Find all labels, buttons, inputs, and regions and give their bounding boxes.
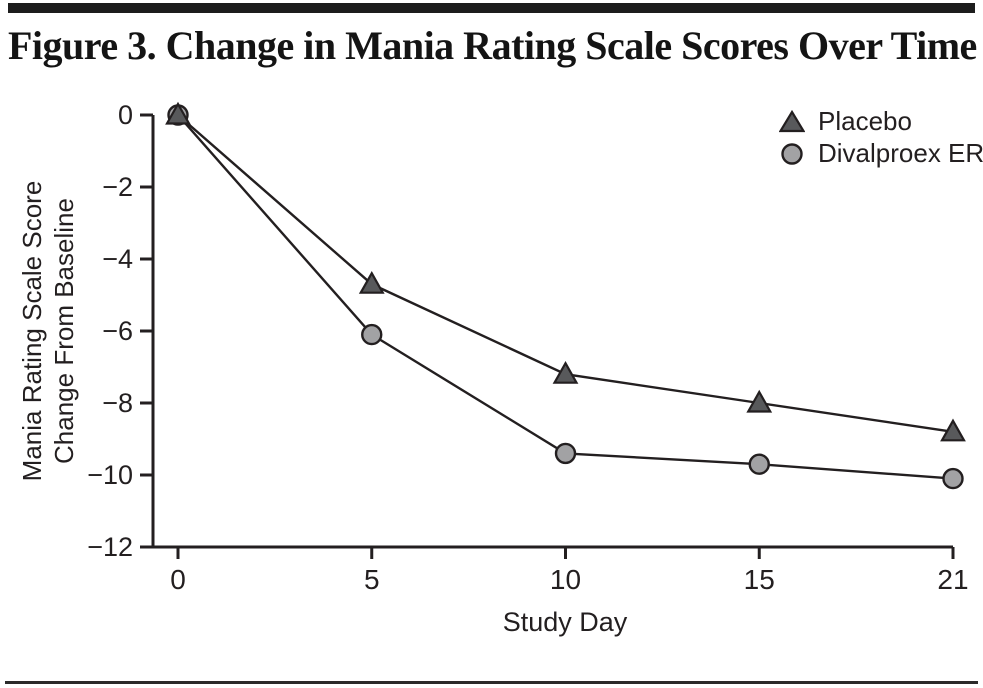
x-axis-label: Study Day: [502, 607, 628, 637]
legend-label-divalproex: Divalproex ER: [818, 138, 983, 168]
y-axis-label-line2: Change From Baseline: [49, 198, 79, 464]
placebo-triangle-icon: [779, 109, 805, 132]
data-point-triangle: [940, 418, 966, 442]
y-axis-tick-label: −12: [87, 532, 133, 562]
y-axis-tick-label: −4: [102, 244, 133, 274]
series-line-1: [177, 114, 954, 480]
x-axis-tick-label: 15: [744, 564, 775, 595]
figure-title: Figure 3. Change in Mania Rating Scale S…: [8, 23, 977, 68]
y-axis-tick-label: −10: [87, 460, 133, 490]
y-axis-label-line1: Mania Rating Scale Score: [17, 180, 47, 482]
data-point-circle: [748, 453, 770, 475]
x-axis-tick-label: 21: [937, 564, 968, 595]
y-axis-tick-label: −2: [102, 172, 133, 202]
x-axis-tick-label: 10: [550, 564, 581, 595]
divalproex-circle-icon: [781, 142, 803, 165]
x-axis-tick-label: 0: [170, 564, 186, 595]
x-axis-tick-label: 5: [364, 564, 380, 595]
legend: Placebo Divalproex ER: [779, 106, 983, 168]
y-axis-tick-label: −6: [102, 316, 133, 346]
data-point-triangle: [165, 101, 191, 125]
data-point-triangle: [358, 270, 385, 294]
legend-item-placebo: Placebo: [779, 106, 983, 136]
y-axis-label: Mania Rating Scale Score Change From Bas…: [16, 101, 80, 561]
y-axis-tick-label: −8: [102, 388, 133, 418]
data-point-circle: [554, 442, 577, 465]
axes: [151, 115, 953, 549]
top-rule: [8, 3, 975, 13]
y-axis-tick-label: 0: [118, 100, 133, 130]
data-point-triangle: [746, 389, 773, 413]
legend-label-placebo: Placebo: [818, 106, 912, 136]
data-point-circle: [942, 467, 964, 490]
legend-item-divalproex: Divalproex ER: [779, 138, 983, 168]
data-point-triangle: [552, 360, 579, 384]
data-point-circle: [361, 323, 383, 346]
bottom-rule: [5, 681, 978, 684]
